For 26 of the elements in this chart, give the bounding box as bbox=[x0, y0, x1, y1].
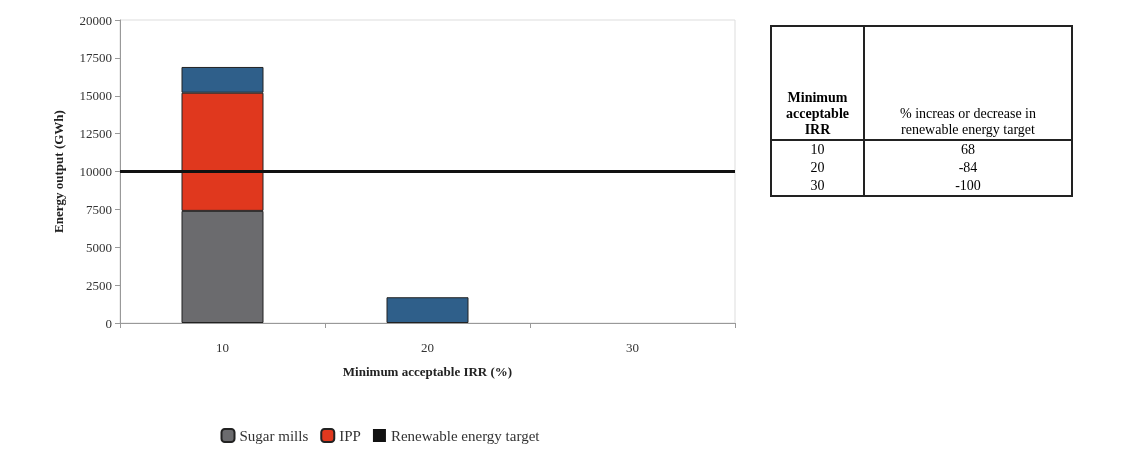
y-tick-label: 15000 bbox=[79, 88, 112, 104]
category-label: 30 bbox=[771, 177, 864, 196]
x-axis-title: Minimum acceptable IRR (%) bbox=[342, 364, 513, 379]
legend-label: Renewable energy target bbox=[390, 427, 541, 444]
bar bbox=[386, 297, 469, 323]
category-label: 20 bbox=[771, 159, 864, 177]
x-tick-label: 10 bbox=[216, 340, 229, 355]
y-tick-label: 12500 bbox=[79, 126, 112, 142]
y-tick-label: 0 bbox=[105, 315, 112, 331]
y-axis-title: Energy output (GWh) bbox=[51, 110, 66, 233]
text: Minimum acceptable IRR bbox=[771, 26, 864, 140]
text: % increas or decrease in renewable energy target bbox=[864, 26, 1072, 140]
y-tick-label: 5000 bbox=[86, 239, 112, 255]
y-tick-label: 20000 bbox=[79, 12, 112, 28]
legend-label: IPP bbox=[339, 427, 361, 444]
data-label: -84 bbox=[864, 159, 1072, 177]
data-label: -100 bbox=[864, 177, 1072, 196]
y-tick-label: 7500 bbox=[86, 201, 112, 217]
y-tick-label: 2500 bbox=[86, 277, 112, 293]
category-label: 10 bbox=[771, 140, 864, 159]
y-tick-label: 10000 bbox=[79, 164, 112, 179]
y-tick-label: 17500 bbox=[79, 50, 112, 66]
x-tick-label: 30 bbox=[626, 340, 639, 355]
x-tick-label: 20 bbox=[421, 340, 434, 355]
legend-label: Sugar mills bbox=[239, 427, 309, 444]
data-label: 68 bbox=[864, 140, 1072, 159]
